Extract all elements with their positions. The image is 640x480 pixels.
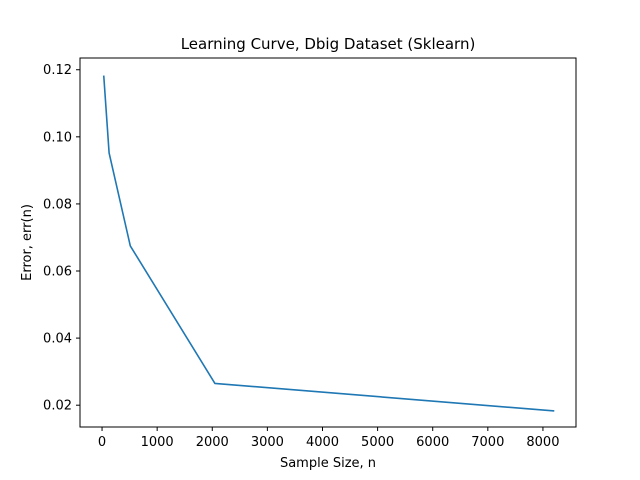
x-tick-label: 4000 bbox=[306, 435, 339, 450]
series-line-0 bbox=[102, 75, 555, 412]
plot-area bbox=[79, 57, 577, 428]
y-tick-label: 0.02 bbox=[43, 399, 72, 414]
y-tick-label: 0.10 bbox=[43, 130, 72, 145]
y-axis-label: Error, err(n) bbox=[20, 204, 35, 281]
series-lines bbox=[102, 75, 555, 412]
x-tick-label: 6000 bbox=[416, 435, 449, 450]
chart-title: Learning Curve, Dbig Dataset (Sklearn) bbox=[181, 35, 476, 53]
x-tick-label: 7000 bbox=[471, 435, 504, 450]
y-axis-ticks: 0.02 0.04 0.06 0.08 0.10 0.12 bbox=[43, 63, 80, 414]
x-axis-label: Sample Size, n bbox=[280, 456, 376, 471]
x-tick-label: 1000 bbox=[141, 435, 174, 450]
x-tick-label: 8000 bbox=[526, 435, 559, 450]
x-tick-label: 3000 bbox=[251, 435, 284, 450]
x-tick-label: 0 bbox=[98, 435, 106, 450]
y-tick-label: 0.08 bbox=[43, 197, 72, 212]
x-tick-label: 5000 bbox=[361, 435, 394, 450]
x-tick-label: 2000 bbox=[196, 435, 229, 450]
y-tick-label: 0.12 bbox=[43, 63, 72, 78]
x-axis-ticks: 0 1000 2000 3000 4000 5000 6000 7000 8000 bbox=[98, 427, 559, 450]
y-tick-label: 0.04 bbox=[43, 332, 72, 347]
y-tick-label: 0.06 bbox=[43, 265, 72, 280]
